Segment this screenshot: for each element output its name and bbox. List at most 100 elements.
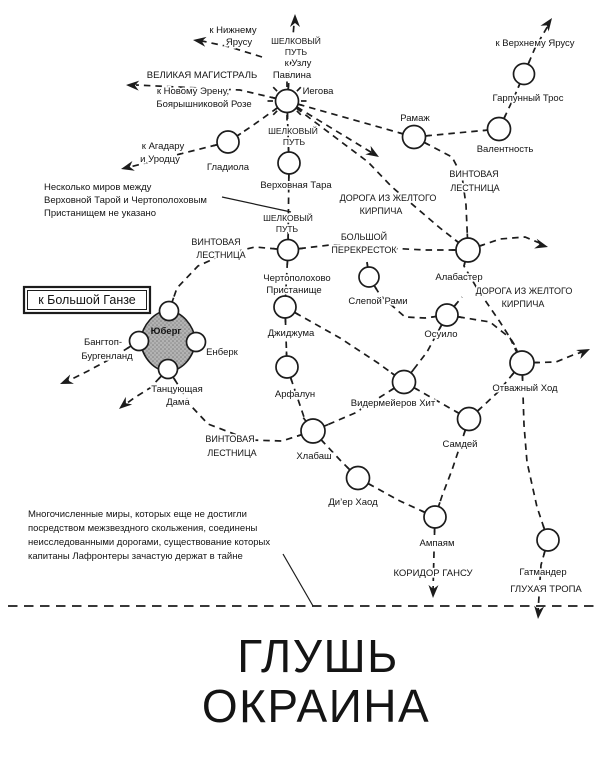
label-verkhovnaya-tara: Верховная Тара (260, 180, 332, 191)
world-node-chertopolokhovo (276, 238, 300, 262)
label-big-crossroad-b: ПЕРЕКРЕСТОК (331, 245, 397, 255)
label-garpunny-tros: Гарпунный Трос (493, 93, 564, 104)
label-silk-road-3a: ШЕЛКОВЫЙ (263, 212, 313, 223)
sun-ray-icon (272, 110, 278, 116)
label-big-crossroad-a: БОЛЬШОЙ (341, 231, 387, 242)
label-spiral-stair-3b: ЛЕСТНИЦА (207, 448, 256, 458)
label-bangtop-b: Бургенланд (81, 351, 133, 362)
label-bangtop-a: Бангтоп- (84, 337, 122, 348)
world-node-ramazh (401, 124, 427, 150)
label-yellow-brick-1a: ДОРОГА ИЗ ЖЕЛТОГО (340, 193, 437, 203)
world-node-khlabash (300, 418, 326, 444)
route-arrowhead (60, 374, 74, 384)
route-edge (467, 236, 543, 251)
sun-ray-icon (272, 86, 278, 92)
label-to-uzel: к Узлу (285, 58, 312, 69)
world-circle (300, 418, 326, 444)
route-edge (67, 340, 140, 382)
world-node-osuilo (435, 303, 459, 327)
world-node-valentnost (486, 116, 512, 142)
route-arrowhead (534, 238, 548, 249)
route-edge (286, 100, 375, 155)
world-node-iegova (267, 81, 307, 121)
world-circle (276, 238, 300, 262)
label-great-highway: ВЕЛИКАЯ МАГИСТРАЛЬ (147, 70, 257, 81)
label-khlabash: Хлабаш (296, 451, 331, 462)
label-to-new-eren-1: к Новому Эрену, (157, 86, 229, 97)
label-to-agadar-1: к Агадару (142, 141, 185, 152)
label-region-title-2: ОКРАИНА (202, 680, 430, 732)
world-node-yuberg (158, 300, 180, 322)
label-note-lafrontera-4: капитаны Лафронтеры зачастую держат в та… (28, 551, 243, 562)
route-arrowhead (126, 80, 140, 91)
world-node-garpunny_tros (512, 62, 536, 86)
label-ampayam: Ампаям (420, 538, 455, 549)
label-spiral-stair-1a: ВИНТОВАЯ (449, 169, 498, 179)
world-circle (277, 151, 301, 175)
label-dancing-lady-a: Танцующая (151, 384, 202, 395)
label-chertopolokhovo-b: Пристанище (266, 285, 321, 296)
label-otvazhny-khod: Отважный Ход (492, 383, 558, 394)
label-gansu-corridor: КОРИДОР ГАНСУ (393, 568, 473, 579)
world-circle (391, 369, 417, 395)
world-circle (345, 465, 371, 491)
label-note-lafrontera-1: Многочисленные миры, которых еще не дост… (28, 509, 247, 520)
label-iegova: Иегова (303, 86, 335, 97)
label-hanse-box: к Большой Ганзе (38, 293, 136, 307)
label-vidermeyerov-khit: Видермейеров Хит (351, 398, 436, 409)
route-edge (168, 246, 289, 312)
label-to-lower-tier-1: к Нижнему (209, 25, 256, 36)
world-node-otvazhny_khod (509, 350, 535, 376)
sun-ray-icon (296, 86, 302, 92)
route-edge (521, 350, 586, 364)
label-yellow-brick-2a: ДОРОГА ИЗ ЖЕЛТОГО (476, 286, 573, 296)
label-note-lafrontera-2: посредством межзвездного скольжения, сое… (28, 523, 257, 534)
world-node-verkhovnaya_tara (277, 151, 301, 175)
route-edge (286, 100, 469, 251)
note-pointer-line (282, 553, 314, 607)
world-node-vidermeyerov_khit (391, 369, 417, 395)
sun-ray-icon (296, 110, 302, 116)
route-arrowhead (193, 36, 207, 47)
label-region-title-1: ГЛУШЬ (237, 630, 399, 682)
world-circle (512, 62, 536, 86)
label-samdey: Самдей (443, 439, 478, 450)
route-arrowhead (290, 14, 300, 27)
label-arfalun: Арфалун (275, 389, 315, 400)
world-node-samdey (456, 406, 482, 432)
label-gatmander: Гатмандер (519, 567, 566, 578)
label-to-agadar-2: и Уродцу (140, 154, 180, 165)
label-note-lafrontera-3: неисследованными дорогами, существование… (28, 537, 270, 548)
label-pavlina: Павлина (273, 70, 312, 81)
route-edge (284, 306, 405, 383)
world-node-dier_khaod (345, 465, 371, 491)
route-edge (135, 84, 288, 102)
label-chertopolokhovo-a: Чертополохово (263, 273, 330, 284)
route-edge (167, 368, 314, 442)
world-circle (509, 350, 535, 376)
world-circle (455, 237, 481, 263)
label-note-tara-3: Пристанищем не указано (44, 208, 156, 219)
label-to-lower-tier-2: Ярусу (226, 37, 252, 48)
label-yellow-brick-2b: КИРПИЧА (502, 299, 545, 309)
label-slepoy-rami: Слепой Рами (348, 296, 407, 307)
world-node-gladiola (216, 130, 240, 154)
route-arrowhead (428, 584, 439, 598)
world-node-bangtop_burgenland (128, 330, 150, 352)
label-to-new-eren-2: Боярышниковой Розе (156, 99, 251, 110)
world-circle (486, 116, 512, 142)
route-arrowhead (121, 161, 135, 171)
label-dier-khaod: Ди’ер Хаод (328, 497, 378, 508)
label-gladiola: Гладиола (207, 162, 250, 173)
note-pointer-line (221, 196, 292, 213)
label-yuberg: Юберг (151, 326, 182, 337)
world-circle (435, 303, 459, 327)
route-arrowhead (540, 18, 552, 32)
label-silk-road-3b: ПУТЬ (276, 224, 299, 234)
world-node-enberk (185, 331, 207, 353)
label-silk-road-2a: ШЕЛКОВЫЙ (268, 125, 318, 136)
route-arrowhead (365, 145, 379, 157)
route-arrowhead (119, 396, 133, 409)
label-note-tara-2: Верховной Тарой и Чертополоховым (44, 195, 207, 206)
